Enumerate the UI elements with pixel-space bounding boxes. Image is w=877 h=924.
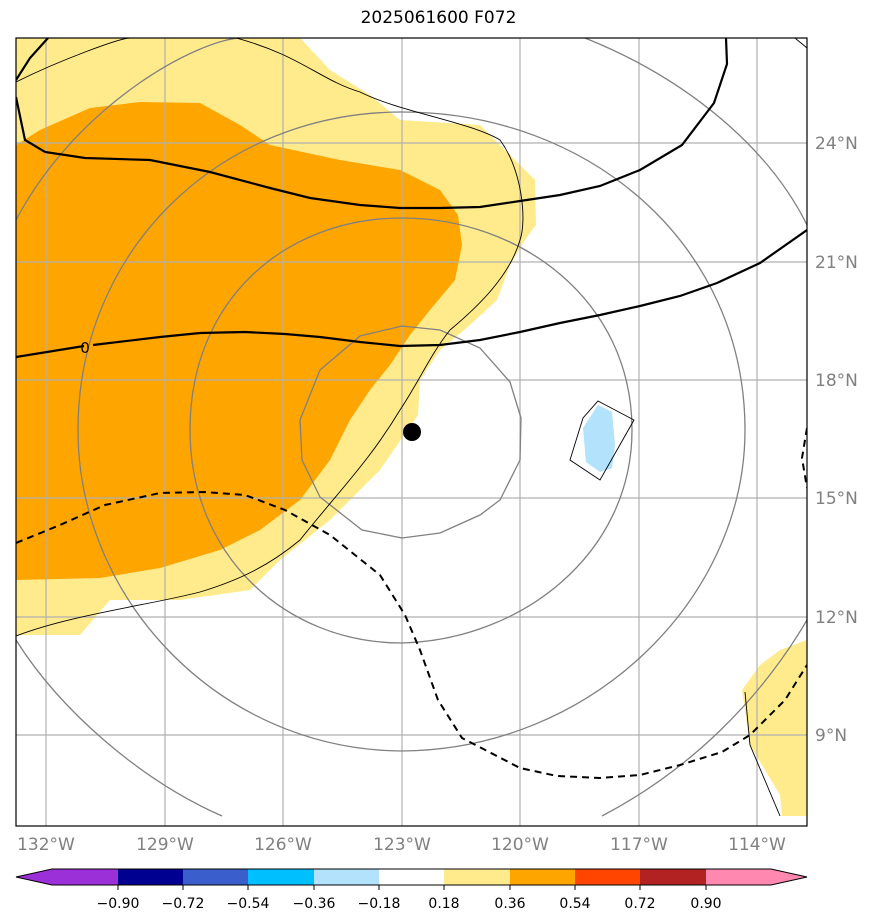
lon-label-114w: 114°W (728, 835, 786, 855)
lat-label-18n: 18°N (815, 371, 858, 391)
colorbar-label: 0.36 (494, 896, 525, 912)
colorbar-extend-high (771, 869, 807, 885)
light-blue-shading (583, 405, 615, 472)
lon-label-132w: 132°W (17, 835, 75, 855)
colorbar-bin (183, 869, 248, 885)
dashed-black-contours (16, 427, 807, 780)
light-yellow-shading-southeast (742, 640, 807, 816)
colorbar-bin (314, 869, 379, 885)
lon-label-123w: 123°W (373, 835, 431, 855)
colorbar-label: 0.72 (624, 896, 655, 912)
colorbar-bin (575, 869, 640, 885)
thin-black-contours (16, 38, 807, 817)
colorbar-bin (640, 869, 706, 885)
orange-shading (16, 102, 462, 580)
map-panel (16, 38, 807, 826)
colorbar-bin (706, 869, 771, 885)
colorbar-label: −0.18 (358, 896, 401, 912)
colorbar-label: −0.90 (97, 896, 140, 912)
colorbar-bin (444, 869, 510, 885)
lat-label-15n: 15°N (815, 489, 858, 509)
colorbar: −0.90 −0.72 −0.54 −0.36 −0.18 0.18 0.36 … (15, 868, 808, 912)
colorbar-outline (15, 868, 808, 886)
colorbar-label: 0.54 (559, 896, 590, 912)
colorbar-bin (52, 869, 118, 885)
lon-label-117w: 117°W (610, 835, 668, 855)
map-title: 2025061600 F072 (360, 8, 517, 28)
colorbar-bin (248, 869, 314, 885)
lat-label-21n: 21°N (815, 253, 858, 273)
gray-contours (16, 38, 807, 817)
contour-zero-label: 0 (80, 339, 90, 357)
colorbar-label: −0.36 (293, 896, 336, 912)
lat-label-24n: 24°N (815, 134, 858, 154)
colorbar-label: −0.72 (162, 896, 205, 912)
thick-black-contours (16, 38, 807, 359)
lat-label-9n: 9°N (815, 726, 847, 746)
colorbar-label: 0.90 (690, 896, 721, 912)
lon-label-129w: 129°W (136, 835, 194, 855)
colorbar-label: 0.18 (428, 896, 459, 912)
lon-label-120w: 120°W (491, 835, 549, 855)
colorbar-bin (118, 869, 183, 885)
colorbar-extend-low (16, 869, 52, 885)
storm-center-marker (403, 423, 421, 441)
map-frame (15, 37, 808, 827)
colorbar-bin (379, 869, 444, 885)
lon-label-126w: 126°W (254, 835, 312, 855)
lat-label-12n: 12°N (815, 608, 858, 628)
colorbar-bin (510, 869, 575, 885)
colorbar-label: −0.54 (227, 896, 270, 912)
